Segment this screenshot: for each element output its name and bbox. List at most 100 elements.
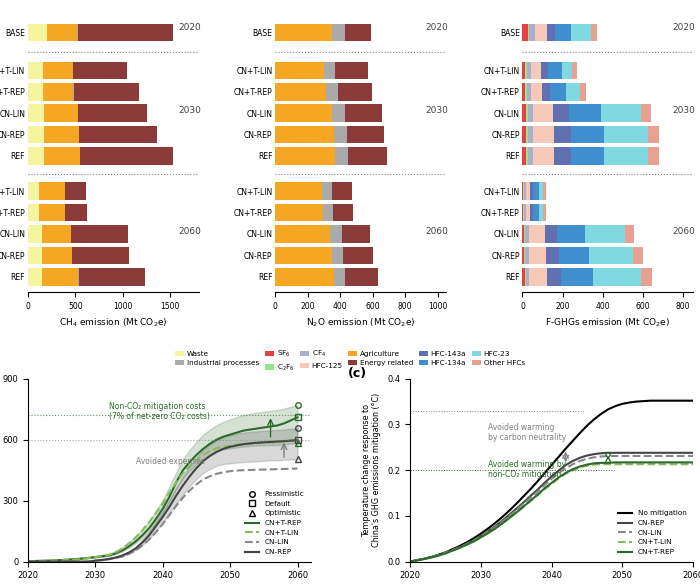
CN-REP	[519, 499, 527, 506]
CN+T-LIN	[145, 518, 153, 525]
CN+T-REP	[590, 460, 598, 467]
Bar	[543, 183, 547, 200]
CN-REP	[526, 493, 535, 500]
CN-REP	[213, 448, 221, 455]
CN+T-LIN	[568, 467, 577, 474]
Bar	[547, 268, 561, 285]
No mitigation	[547, 462, 556, 469]
Bar	[526, 61, 531, 79]
CN+T-REP	[31, 558, 39, 565]
Bar	[648, 126, 659, 143]
No mitigation	[611, 402, 620, 409]
CN-LIN	[575, 457, 584, 464]
Bar	[42, 225, 71, 243]
Bar	[554, 126, 570, 143]
CN+T-REP	[213, 436, 221, 443]
Bar	[78, 24, 173, 42]
Bar	[71, 225, 128, 243]
Bar	[625, 225, 634, 243]
CN-REP	[470, 536, 478, 543]
CN+T-LIN	[590, 461, 598, 468]
CN+T-LIN	[420, 555, 428, 562]
Bar	[533, 183, 539, 200]
Bar	[332, 246, 344, 264]
Bar	[545, 225, 556, 243]
Bar	[556, 225, 584, 243]
No mitigation	[554, 453, 563, 460]
CN-REP	[206, 452, 214, 459]
CN-LIN	[554, 470, 563, 477]
CN-REP	[547, 473, 556, 480]
CN+T-LIN	[213, 445, 221, 452]
Bar	[39, 204, 65, 221]
CN-REP	[199, 457, 207, 464]
CN+T-REP	[152, 515, 160, 522]
Text: 2020: 2020	[673, 23, 695, 32]
CN-REP	[132, 545, 140, 552]
Bar	[526, 225, 528, 243]
CN-REP	[463, 541, 471, 548]
CN-REP	[618, 449, 626, 456]
No mitigation	[582, 422, 591, 429]
CN-LIN	[568, 461, 577, 468]
CN-LIN	[477, 533, 485, 540]
CN+T-LIN	[470, 538, 478, 545]
Text: 2020: 2020	[178, 23, 201, 32]
CN-LIN	[71, 558, 79, 565]
CN+T-LIN	[44, 558, 52, 565]
Bar	[79, 126, 157, 143]
Bar	[275, 126, 334, 143]
Bar	[28, 24, 47, 42]
CN+T-LIN	[533, 492, 542, 499]
CN+T-REP	[246, 426, 255, 433]
CN+T-LIN	[512, 509, 520, 516]
CN-REP	[675, 449, 683, 456]
Bar	[555, 24, 571, 42]
Bar	[326, 83, 338, 101]
CN+T-LIN	[206, 448, 214, 455]
No mitigation	[689, 397, 697, 404]
CN+T-LIN	[491, 525, 499, 532]
CN+T-LIN	[78, 555, 86, 562]
CN-REP	[139, 539, 147, 546]
CN+T-LIN	[406, 558, 414, 565]
CN+T-REP	[105, 552, 113, 559]
CN-REP	[172, 492, 181, 499]
No mitigation	[434, 551, 442, 558]
CN-REP	[91, 557, 99, 564]
CN+T-REP	[139, 532, 147, 539]
Bar	[522, 204, 524, 221]
CN-LIN	[533, 488, 542, 495]
Bar	[43, 61, 73, 79]
CN-LIN	[441, 549, 449, 556]
CN+T-REP	[125, 543, 133, 550]
CN+T-LIN	[582, 462, 591, 469]
Bar	[28, 83, 43, 101]
CN-LIN	[547, 476, 556, 483]
CN+T-LIN	[239, 441, 248, 448]
No mitigation	[661, 397, 669, 404]
Bar	[522, 147, 526, 165]
Bar	[28, 147, 43, 165]
Bar	[28, 268, 42, 285]
CN+T-REP	[193, 452, 201, 459]
CN-LIN	[689, 452, 697, 459]
CN-LIN	[682, 452, 690, 459]
Bar	[322, 183, 332, 200]
CN-REP	[406, 558, 414, 565]
CN+T-LIN	[632, 461, 640, 468]
Text: 2030: 2030	[426, 106, 448, 115]
X-axis label: F-GHGs emission (Mt CO$_2$e): F-GHGs emission (Mt CO$_2$e)	[545, 316, 671, 329]
CN-REP	[219, 445, 228, 452]
CN+T-LIN	[186, 463, 194, 470]
CN+T-LIN	[484, 530, 492, 537]
No mitigation	[427, 553, 435, 560]
CN-LIN	[219, 469, 228, 476]
No mitigation	[526, 486, 535, 493]
Bar	[604, 147, 648, 165]
CN-REP	[152, 522, 160, 529]
CN+T-REP	[98, 553, 106, 560]
Bar	[522, 126, 526, 143]
Bar	[332, 24, 345, 42]
No mitigation	[484, 525, 492, 532]
